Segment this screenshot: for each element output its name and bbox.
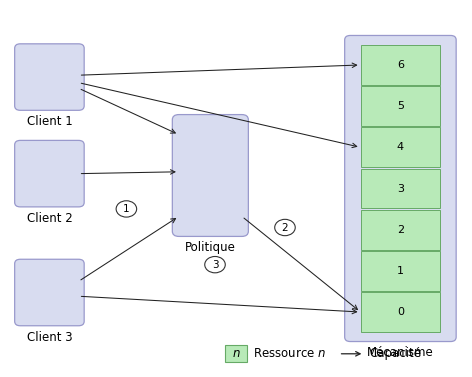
Text: 4: 4 bbox=[397, 143, 404, 152]
FancyBboxPatch shape bbox=[361, 292, 440, 332]
FancyBboxPatch shape bbox=[172, 115, 248, 236]
FancyBboxPatch shape bbox=[15, 44, 84, 110]
FancyBboxPatch shape bbox=[15, 140, 84, 207]
Text: 2: 2 bbox=[282, 222, 288, 233]
FancyBboxPatch shape bbox=[225, 345, 247, 362]
FancyBboxPatch shape bbox=[361, 86, 440, 126]
Text: 1: 1 bbox=[397, 266, 404, 276]
Text: 2: 2 bbox=[397, 225, 404, 234]
Circle shape bbox=[205, 256, 225, 273]
Circle shape bbox=[116, 201, 137, 217]
Text: Capacité: Capacité bbox=[370, 347, 422, 360]
FancyBboxPatch shape bbox=[361, 210, 440, 250]
Text: 3: 3 bbox=[397, 184, 404, 193]
FancyBboxPatch shape bbox=[361, 127, 440, 167]
Circle shape bbox=[275, 219, 295, 236]
Text: Politique: Politique bbox=[185, 241, 236, 253]
Text: 0: 0 bbox=[397, 307, 404, 317]
FancyBboxPatch shape bbox=[361, 45, 440, 85]
FancyBboxPatch shape bbox=[361, 251, 440, 291]
Text: 5: 5 bbox=[397, 101, 404, 111]
FancyBboxPatch shape bbox=[15, 259, 84, 326]
FancyBboxPatch shape bbox=[361, 169, 440, 208]
Text: $n$: $n$ bbox=[232, 347, 240, 360]
Text: Client 2: Client 2 bbox=[26, 212, 72, 225]
Text: 6: 6 bbox=[397, 60, 404, 70]
Text: 3: 3 bbox=[212, 260, 219, 270]
Text: Mécanisme: Mécanisme bbox=[367, 346, 434, 359]
Text: 1: 1 bbox=[123, 204, 130, 214]
Text: Client 3: Client 3 bbox=[26, 331, 72, 343]
FancyBboxPatch shape bbox=[345, 35, 456, 342]
Text: Ressource $n$: Ressource $n$ bbox=[253, 347, 326, 360]
Text: Client 1: Client 1 bbox=[26, 115, 72, 128]
